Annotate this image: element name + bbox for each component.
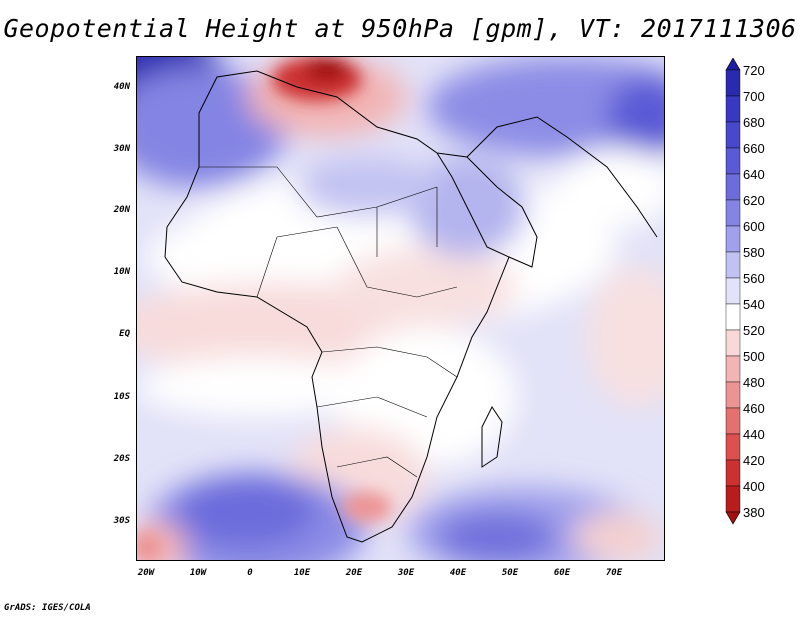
colorbar-label: 540 xyxy=(743,297,765,312)
colorbar-label: 400 xyxy=(743,479,765,494)
colorbar-label: 680 xyxy=(743,115,765,130)
colorbar-label: 500 xyxy=(743,349,765,364)
colorbar-bottom-arrow xyxy=(725,511,741,525)
colorbar-label: 440 xyxy=(743,427,765,442)
lat-label-eq: EQ xyxy=(119,329,130,339)
lat-label-30s: 30S xyxy=(113,516,130,526)
colorbar-swatch xyxy=(725,485,741,513)
colorbar-swatch xyxy=(725,459,741,487)
colorbar-label: 520 xyxy=(743,323,765,338)
colorbar-label: 620 xyxy=(743,193,765,208)
lon-label-20w: 20W xyxy=(137,568,155,578)
chart-title: Geopotential Height at 950hPa [gpm], VT:… xyxy=(3,14,797,43)
colorbar-label: 460 xyxy=(743,401,765,416)
colorbar-label: 660 xyxy=(743,141,765,156)
colorbar-label: 720 xyxy=(743,63,765,78)
colorbar-swatch xyxy=(725,69,741,97)
colorbar-swatch xyxy=(725,381,741,409)
lat-label-10n: 10N xyxy=(113,267,130,277)
lon-label-10w: 10W xyxy=(189,568,207,578)
colorbar-top-arrow xyxy=(725,58,741,71)
lon-label-0: 0 xyxy=(247,568,253,578)
lon-label-70e: 70E xyxy=(605,568,623,578)
colorbar-label: 580 xyxy=(743,245,765,260)
colorbar-swatch xyxy=(725,121,741,149)
colorbar-swatch xyxy=(725,277,741,305)
colorbar-label: 600 xyxy=(743,219,765,234)
colorbar-label: 480 xyxy=(743,375,765,390)
colorbar-swatch xyxy=(725,329,741,357)
colorbar-label: 560 xyxy=(743,271,765,286)
lon-label-30e: 30E xyxy=(397,568,415,578)
lon-label-20e: 20E xyxy=(345,568,363,578)
lon-label-40e: 40E xyxy=(449,568,467,578)
colorbar-swatch xyxy=(725,199,741,227)
lon-label-10e: 10E xyxy=(293,568,311,578)
colorbar-swatch xyxy=(725,225,741,253)
colorbar-swatch xyxy=(725,173,741,201)
height-field-map xyxy=(137,57,664,560)
lon-label-60e: 60E xyxy=(553,568,571,578)
lat-label-20n: 20N xyxy=(113,205,130,215)
colorbar-swatch xyxy=(725,433,741,461)
colorbar-label: 700 xyxy=(743,89,765,104)
lat-label-30n: 30N xyxy=(113,144,130,154)
lon-label-50e: 50E xyxy=(501,568,519,578)
colorbar-swatch xyxy=(725,147,741,175)
field-shading xyxy=(137,57,664,560)
lat-label-10s: 10S xyxy=(113,392,130,402)
credit-text: GrADS: IGES/COLA xyxy=(4,603,91,613)
map-panel xyxy=(136,56,665,561)
lat-label-20s: 20S xyxy=(113,454,130,464)
colorbar-swatch xyxy=(725,303,741,331)
colorbar-swatch xyxy=(725,251,741,279)
coastlines xyxy=(164,70,658,543)
colorbar-label: 380 xyxy=(743,505,765,520)
lat-label-40n: 40N xyxy=(113,82,130,92)
colorbar xyxy=(725,58,741,525)
colorbar-swatch xyxy=(725,95,741,123)
colorbar-swatch xyxy=(725,355,741,383)
colorbar-swatch xyxy=(725,407,741,435)
country-borders xyxy=(199,166,458,478)
colorbar-label: 640 xyxy=(743,167,765,182)
colorbar-label: 420 xyxy=(743,453,765,468)
